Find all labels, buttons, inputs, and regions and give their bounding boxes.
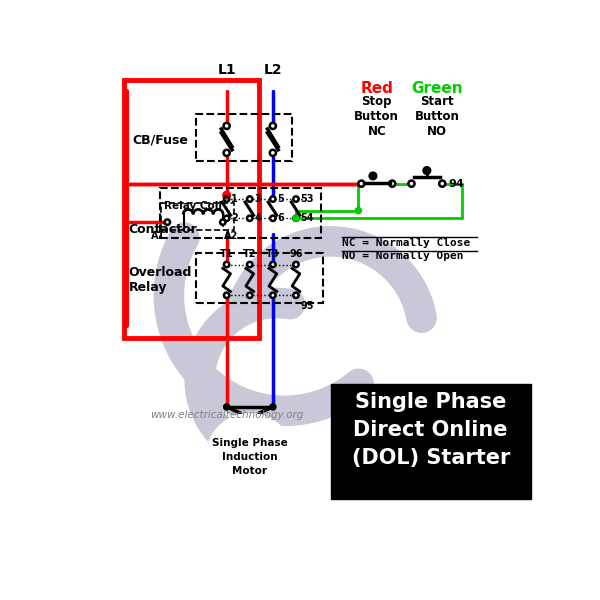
Circle shape [220, 220, 226, 225]
Circle shape [164, 220, 170, 225]
Text: NO = Normally Open: NO = Normally Open [342, 251, 464, 262]
Text: Relay Coil: Relay Coil [164, 202, 221, 211]
Circle shape [224, 262, 229, 267]
Text: 5: 5 [277, 194, 284, 204]
Text: T3: T3 [266, 249, 280, 259]
Bar [160, 187, 322, 238]
Circle shape [247, 262, 253, 267]
Text: 53: 53 [301, 194, 314, 204]
Circle shape [223, 191, 230, 199]
Circle shape [270, 196, 275, 202]
Circle shape [247, 293, 253, 298]
Circle shape [358, 181, 364, 187]
Text: CB/Fuse: CB/Fuse [132, 133, 188, 146]
Circle shape [270, 262, 275, 267]
Circle shape [224, 293, 229, 298]
Circle shape [439, 181, 445, 187]
Bar [161, 203, 235, 230]
Circle shape [270, 215, 275, 221]
Circle shape [293, 262, 299, 267]
Circle shape [293, 293, 299, 298]
Circle shape [208, 415, 292, 499]
Text: 96: 96 [289, 249, 303, 259]
Text: T1: T1 [220, 249, 233, 259]
Bar [196, 115, 292, 161]
Circle shape [369, 172, 377, 180]
Text: A2: A2 [224, 232, 239, 241]
Text: Green: Green [411, 81, 463, 96]
Circle shape [355, 208, 361, 214]
Text: T2: T2 [243, 249, 257, 259]
Text: Overload
Relay: Overload Relay [129, 266, 192, 294]
Text: Red: Red [361, 81, 393, 96]
Circle shape [423, 167, 431, 175]
Circle shape [270, 293, 275, 298]
Circle shape [270, 404, 276, 410]
Text: 6: 6 [277, 213, 284, 223]
Bar [196, 253, 323, 303]
Circle shape [270, 123, 276, 129]
Text: Single Phase
Induction
Motor: Single Phase Induction Motor [212, 438, 287, 476]
Text: Stop
Button
NC: Stop Button NC [355, 95, 399, 138]
Text: NC = Normally Close: NC = Normally Close [342, 238, 470, 248]
Circle shape [389, 181, 395, 187]
Text: 2: 2 [231, 213, 238, 223]
Circle shape [270, 150, 276, 156]
Circle shape [293, 196, 299, 202]
Circle shape [224, 404, 230, 410]
Text: L1: L1 [217, 64, 236, 77]
Text: www.electricaltechnology.org: www.electricaltechnology.org [149, 410, 303, 419]
Text: 95: 95 [301, 301, 314, 311]
Bar [331, 384, 531, 499]
Circle shape [224, 215, 229, 221]
Circle shape [247, 196, 253, 202]
Text: Single Phase
Direct Online
(DOL) Starter: Single Phase Direct Online (DOL) Starter [352, 392, 510, 467]
Circle shape [293, 215, 299, 221]
Circle shape [293, 215, 299, 221]
Circle shape [224, 150, 230, 156]
Text: L2: L2 [263, 64, 282, 77]
Text: 94: 94 [448, 179, 464, 188]
Text: A1: A1 [151, 232, 165, 241]
Circle shape [409, 181, 415, 187]
Text: Start
Button
NO: Start Button NO [415, 95, 459, 138]
Text: 3: 3 [254, 194, 261, 204]
Bar [124, 80, 259, 338]
Circle shape [224, 123, 230, 129]
Text: 54: 54 [301, 213, 314, 223]
Text: Contactor: Contactor [129, 223, 197, 236]
Circle shape [224, 196, 229, 202]
Text: 1: 1 [231, 194, 238, 204]
Circle shape [247, 215, 253, 221]
Text: 4: 4 [254, 213, 261, 223]
